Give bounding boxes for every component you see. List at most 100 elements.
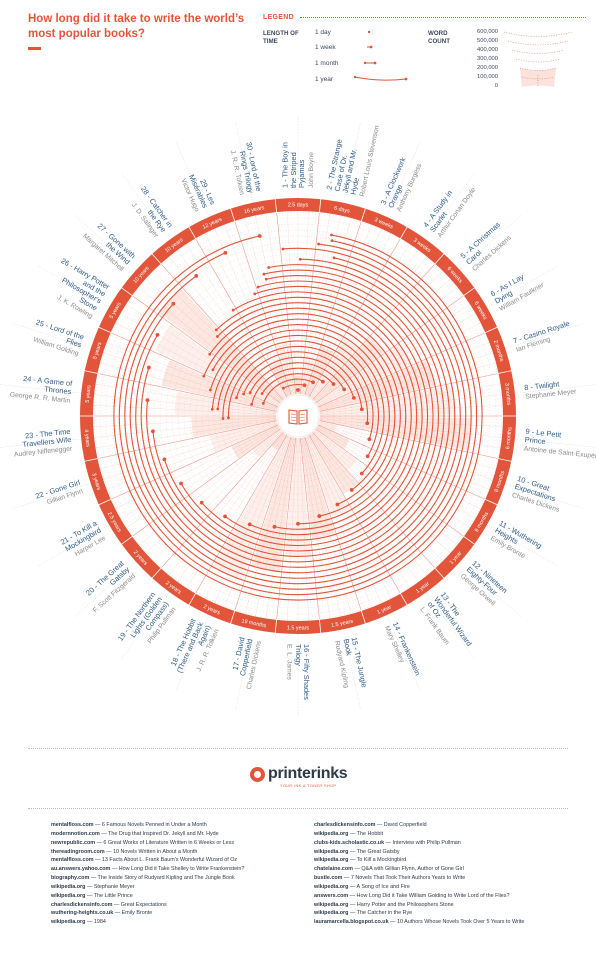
source-item[interactable]: thereadingroom.com — 10 Novels Written i…: [51, 848, 244, 857]
source-item[interactable]: au.answers.yahoo.com — How Long Did it T…: [51, 865, 244, 874]
wordcount-band-19: [271, 432, 287, 451]
source-site: wikipedia.org: [314, 848, 349, 855]
source-item[interactable]: mentalfloss.com — 13 Facts About L. Fran…: [51, 856, 244, 865]
legend-wordcount-title: WORD COUNT: [428, 30, 450, 45]
duration-arc-14: [211, 318, 396, 507]
source-item[interactable]: wikipedia.org — To Kill a Mockingbird: [314, 856, 524, 865]
sources-right-column: charlesdickensinfo.com — David Copperfie…: [314, 821, 524, 927]
wordcount-band-26: [155, 325, 281, 407]
wordcount-band-27: [158, 288, 284, 403]
chart-center: [276, 394, 320, 438]
source-item[interactable]: charlesdickensinfo.com — David Copperfie…: [314, 821, 524, 830]
source-title: — 6 Great Works of Literature Written in…: [95, 839, 235, 846]
source-item[interactable]: newrepublic.com — 6 Great Works of Liter…: [51, 839, 244, 848]
book-author-9: Antoine de Saint-Exupéry: [523, 446, 596, 461]
book-title-24: Thrones: [44, 384, 72, 396]
source-site: thereadingroom.com: [51, 848, 105, 855]
duration-arc-28: [124, 242, 472, 590]
duration-arc-7: [242, 356, 356, 400]
duration-arc-8: [235, 351, 364, 412]
source-site: wikipedia.org: [51, 883, 86, 890]
wordcount-band-14: [305, 435, 351, 518]
source-item[interactable]: charlesdickensinfo.com — Great Expectati…: [51, 901, 244, 910]
duration-arc-13: [208, 324, 390, 492]
time-label-9: 6 months: [505, 427, 513, 450]
source-item[interactable]: bustle.com — 7 Novels That Took Their Au…: [314, 874, 524, 883]
source-item[interactable]: wikipedia.org — Stephanie Meyer: [51, 883, 244, 892]
time-label-17: 19 months: [241, 618, 267, 629]
source-item[interactable]: wuthering-heights.co.uk — Emily Bronte: [51, 909, 244, 918]
source-title: — 7 Novels That Took Their Authors Years…: [342, 875, 466, 882]
source-item[interactable]: wikipedia.org — The Great Gatsby: [314, 848, 524, 857]
duration-arc-27: [129, 247, 467, 585]
wordcount-band-16: [284, 437, 312, 556]
legend-length-1-year: 1 year: [315, 76, 334, 83]
duration-arc-15: [202, 313, 401, 518]
duration-arc-5: [250, 367, 336, 406]
source-title: — The Inside Story of Rudyard Kipling an…: [89, 875, 235, 882]
duration-arc-19: [223, 291, 423, 541]
wordcount-band-29: [270, 362, 291, 397]
source-item[interactable]: wikipedia.org — The Catcher in the Rye: [314, 909, 524, 918]
book-title-16: Trilogy: [294, 644, 303, 666]
source-site: clubs-kids.scholastic.co.uk: [314, 839, 385, 846]
source-site: modernnotion.com: [51, 830, 100, 837]
source-title: — The Great Gatsby: [348, 848, 400, 855]
book-title-2: Hyde: [349, 177, 361, 196]
source-item[interactable]: modernnotion.com — The Drug that Inspire…: [51, 830, 244, 839]
source-item[interactable]: lauramarcella.blogspot.co.uk — 10 Author…: [314, 918, 524, 927]
book-icon: [288, 409, 308, 425]
brand-name: printerinks: [268, 765, 348, 782]
source-item[interactable]: biography.com — The Inside Story of Rudy…: [51, 874, 244, 883]
duration-arc-25: [140, 257, 456, 574]
duration-arc-4: [260, 373, 325, 395]
legend-length-1-month: 1 month: [315, 60, 339, 67]
source-item[interactable]: wikipedia.org — The Hobbit: [314, 830, 524, 839]
duration-arc-26: [135, 256, 461, 579]
time-label-2: 6 days: [333, 206, 350, 215]
title-underline: [28, 47, 41, 50]
source-item[interactable]: mentalfloss.com — 6 Famous Novels Penned…: [51, 821, 244, 830]
source-site: wikipedia.org: [51, 892, 86, 899]
time-label-8: 3 months: [503, 383, 511, 406]
source-item[interactable]: clubs-kids.scholastic.co.uk — Interview …: [314, 839, 524, 848]
source-site: wikipedia.org: [314, 910, 349, 917]
wordcount-band-20: [252, 429, 284, 458]
duration-arc-20: [199, 285, 429, 547]
source-item[interactable]: wikipedia.org — Harry Potter and the Phi…: [314, 901, 524, 910]
source-title: — 1984: [85, 919, 106, 926]
legend-wc-500k: 500,000: [477, 38, 498, 44]
duration-arc-16: [208, 307, 407, 526]
time-label-23: 4 years: [83, 429, 91, 448]
source-site: mentalfloss.com: [51, 857, 94, 864]
source-title: — To Kill a Mockingbird: [348, 857, 407, 864]
duration-arc-29: [118, 239, 478, 596]
brand-logo[interactable]: printerinks YOUR INK & TONER SHOP: [250, 765, 370, 793]
source-site: charlesdickensinfo.com: [314, 822, 376, 828]
source-item[interactable]: chatelaine.com — Q&A with Gillian Flynn,…: [314, 865, 524, 874]
book-title-1: Pyjamas: [297, 159, 306, 188]
wordcount-band-11: [315, 425, 350, 449]
source-title: — The Catcher in the Rye: [348, 910, 413, 917]
duration-arc-24: [145, 264, 450, 568]
source-item[interactable]: wikipedia.org — A Song of Ice and Fire: [314, 883, 524, 892]
source-item[interactable]: answers.com — How Long Did it Take Willi…: [314, 892, 524, 901]
legend-heading: LEGEND: [263, 14, 294, 21]
source-title: — Q&A with Gillian Flynn, Author of Gone…: [352, 866, 464, 873]
time-label-22: 3 years: [90, 472, 101, 491]
wordcount-band-9: [319, 416, 472, 451]
source-item[interactable]: wikipedia.org — 1984: [51, 918, 244, 927]
source-item[interactable]: wikipedia.org — The Little Prince: [51, 892, 244, 901]
